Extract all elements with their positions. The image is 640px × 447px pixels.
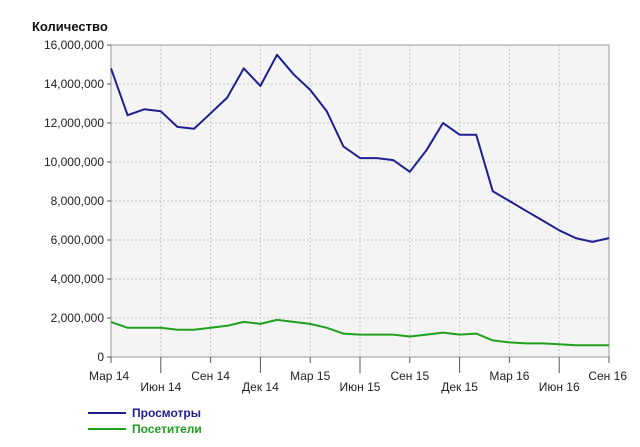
y-tick-label: 0 <box>97 350 104 364</box>
series-line-visitors <box>110 318 609 347</box>
y-tick-label: 10,000,000 <box>44 155 104 169</box>
legend-label-views: Просмотры <box>132 406 202 420</box>
legend-swatch-visitors <box>88 428 126 430</box>
x-tick-label: Сен 15 <box>390 369 429 383</box>
y-tick-label: 14,000,000 <box>44 77 104 91</box>
x-tick-label: Июн 14 <box>140 380 181 394</box>
x-tick-label: Сен 16 <box>588 369 627 383</box>
y-tick-label: 8,000,000 <box>51 194 105 208</box>
y-tick-label: 16,000,000 <box>44 38 104 52</box>
grid-lines <box>111 45 609 357</box>
y-axis-title: Количество <box>32 19 108 34</box>
legend: Просмотры Посетители <box>88 405 202 437</box>
x-tick-label: Июн 15 <box>340 380 381 394</box>
x-tick-label: Мар 16 <box>489 369 529 383</box>
y-tick-label: 6,000,000 <box>51 233 105 247</box>
x-axis-ticks: Мар 14 Июн 14 Сен 14 Дек 14 Мар 15 Июн 15 Сен … <box>89 357 627 394</box>
series-lines <box>110 53 610 347</box>
x-tick-label: Мар 14 <box>89 369 129 383</box>
y-tick-label: 4,000,000 <box>51 272 105 286</box>
legend-item-views: Просмотры <box>88 405 202 421</box>
y-tick-label: 2,000,000 <box>51 311 105 325</box>
legend-label-visitors: Посетители <box>132 422 202 436</box>
legend-swatch-views <box>88 412 126 414</box>
x-tick-label: Дек 14 <box>242 380 279 394</box>
x-tick-label: Июн 16 <box>539 380 580 394</box>
x-tick-label: Дек 15 <box>441 380 478 394</box>
legend-item-visitors: Посетители <box>88 421 202 437</box>
x-tick-label: Мар 15 <box>290 369 330 383</box>
y-tick-label: 12,000,000 <box>44 116 104 130</box>
y-axis-ticks: 0 2,000,000 4,000,000 6,000,000 8,000,000 10,… <box>44 38 111 364</box>
series-line-views <box>110 53 610 243</box>
x-tick-label: Сен 14 <box>191 369 230 383</box>
